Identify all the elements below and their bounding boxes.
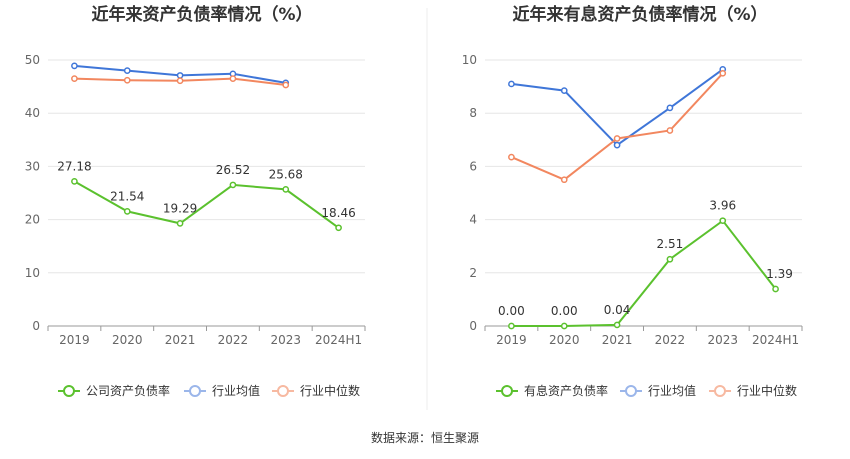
x-tick-label: 2022 xyxy=(655,333,686,347)
data-point xyxy=(613,321,621,329)
data-point xyxy=(229,75,237,82)
legend-item-1[interactable]: 行业均值 xyxy=(184,383,260,398)
data-label: 21.54 xyxy=(110,189,144,203)
data-point xyxy=(613,141,621,149)
data-point xyxy=(123,208,131,215)
data-point xyxy=(508,153,515,161)
series-line-0 xyxy=(73,180,340,229)
legend-key-marker xyxy=(277,385,289,397)
series-line-2 xyxy=(511,72,724,181)
data-point xyxy=(123,67,131,74)
chart-panel-interest-debt-ratio: 近年来有息资产负债率情况（%） 0 2 4 6 8 10 2019 2020 2021 2022 20… xyxy=(462,4,803,398)
y-tick-label: 10 xyxy=(25,266,40,280)
data-point xyxy=(613,135,621,142)
data-label: 3.96 xyxy=(709,199,736,213)
y-tick-label: 2 xyxy=(469,266,477,280)
data-label: 26.52 xyxy=(216,163,250,177)
legend-item-0[interactable]: 公司资产负债率 xyxy=(58,383,170,398)
legend-key-marker xyxy=(714,385,726,397)
legend-item-1[interactable]: 行业均值 xyxy=(620,383,696,398)
y-tick-label: 50 xyxy=(25,53,40,67)
legend-label: 行业中位数 xyxy=(300,383,360,398)
legend-item-2[interactable]: 行业中位数 xyxy=(272,383,360,398)
data-label: 18.46 xyxy=(321,206,355,220)
y-tick-label: 10 xyxy=(462,53,477,67)
data-point xyxy=(176,72,184,79)
chart-title: 近年来有息资产负债率情况（%） xyxy=(512,4,767,25)
data-point xyxy=(666,255,674,263)
x-tick-label: 2021 xyxy=(602,333,633,347)
data-label: 0.00 xyxy=(551,304,578,318)
data-point xyxy=(176,220,184,227)
data-point xyxy=(71,62,78,70)
data-point xyxy=(719,69,727,77)
y-tick-label: 0 xyxy=(32,319,40,333)
x-tick-label: 2020 xyxy=(549,333,580,347)
data-point xyxy=(719,217,727,225)
data-point xyxy=(282,186,290,193)
x-tick-label: 2023 xyxy=(707,333,738,347)
y-tick-label: 4 xyxy=(469,213,477,227)
legend-item-0[interactable]: 有息资产负债率 xyxy=(496,383,608,398)
legend-key-marker xyxy=(501,385,513,397)
data-label: 0.04 xyxy=(604,303,631,317)
data-point xyxy=(666,127,674,134)
chart-title: 近年来资产负债率情况（%） xyxy=(91,4,312,25)
y-tick-label: 20 xyxy=(25,213,40,227)
data-point xyxy=(71,178,78,185)
legend-label: 行业均值 xyxy=(648,383,696,398)
data-point xyxy=(508,322,515,330)
legend-key-marker xyxy=(63,385,75,397)
x-tick-label: 2020 xyxy=(112,333,143,347)
data-point xyxy=(560,176,568,184)
x-tick-label: 2024H1 xyxy=(315,333,362,347)
x-tick-label: 2023 xyxy=(270,333,301,347)
data-point xyxy=(508,80,515,88)
data-label: 25.68 xyxy=(269,167,303,181)
data-label: 27.18 xyxy=(57,159,91,173)
data-point xyxy=(666,104,674,112)
data-point xyxy=(560,322,568,330)
data-point xyxy=(71,75,78,82)
data-label: 2.51 xyxy=(657,237,684,251)
y-tick-label: 30 xyxy=(25,159,40,173)
y-tick-label: 0 xyxy=(469,319,477,333)
series-line-0 xyxy=(511,219,777,327)
data-label: 0.00 xyxy=(498,304,525,318)
data-point xyxy=(560,87,568,94)
legend-label: 行业中位数 xyxy=(737,383,797,398)
x-tick-label: 2019 xyxy=(496,333,527,347)
data-point xyxy=(229,181,237,189)
data-point xyxy=(176,77,184,85)
chart-panel-debt-ratio: 近年来资产负债率情况（%） 0 10 20 30 40 50 2019 2020 2021 2022… xyxy=(25,4,366,398)
y-tick-label: 6 xyxy=(469,159,477,173)
y-tick-label: 8 xyxy=(469,106,477,120)
data-point xyxy=(282,81,290,89)
legend-key-marker xyxy=(189,385,201,397)
x-tick-label: 2019 xyxy=(59,333,90,347)
legend-label: 行业均值 xyxy=(212,383,260,398)
data-point xyxy=(123,76,131,84)
legend-label: 公司资产负债率 xyxy=(86,383,170,398)
legend-label: 有息资产负债率 xyxy=(524,383,608,398)
x-tick-label: 2021 xyxy=(165,333,196,347)
data-source-text: 数据来源：恒生聚源 xyxy=(371,430,479,445)
data-label: 1.39 xyxy=(766,267,793,281)
data-point xyxy=(335,224,342,232)
legend-key-marker xyxy=(625,385,637,397)
data-label: 19.29 xyxy=(163,201,197,215)
x-tick-label: 2022 xyxy=(218,333,249,347)
data-point xyxy=(772,285,779,293)
x-tick-label: 2024H1 xyxy=(752,333,799,347)
legend-item-2[interactable]: 行业中位数 xyxy=(709,383,797,398)
y-tick-label: 40 xyxy=(25,106,40,120)
